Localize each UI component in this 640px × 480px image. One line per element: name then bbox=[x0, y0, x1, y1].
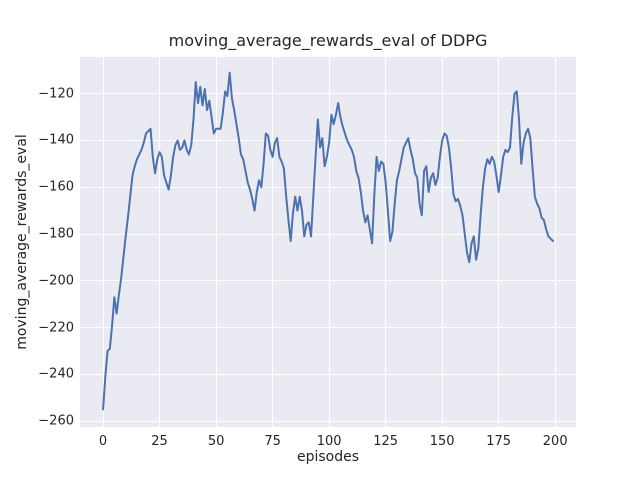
x-tick-label: 0 bbox=[98, 434, 108, 449]
y-tick-label: −200 bbox=[38, 273, 74, 289]
y-axis-label: moving_average_rewards_eval bbox=[14, 134, 30, 350]
v-gridline bbox=[498, 57, 500, 427]
x-tick-label: 50 bbox=[207, 434, 225, 449]
y-tick-label: −260 bbox=[38, 413, 74, 429]
x-tick-label: 175 bbox=[486, 434, 512, 449]
v-gridline bbox=[385, 57, 387, 427]
x-tick-label: 150 bbox=[429, 434, 455, 449]
reward-line-chart bbox=[102, 71, 554, 411]
v-gridline bbox=[159, 57, 161, 427]
v-gridline bbox=[272, 57, 274, 427]
v-gridline bbox=[215, 57, 217, 427]
y-tick-label: −240 bbox=[38, 366, 74, 382]
reward-line bbox=[102, 71, 554, 411]
x-tick-label: 125 bbox=[373, 434, 399, 449]
plot-area bbox=[80, 57, 576, 427]
y-tick-label: −160 bbox=[38, 179, 74, 195]
h-gridline bbox=[80, 327, 576, 329]
x-tick-label: 25 bbox=[151, 434, 168, 449]
y-tick-label: −120 bbox=[38, 86, 74, 102]
v-gridline bbox=[441, 57, 443, 427]
h-gridline bbox=[80, 420, 576, 422]
y-tick-label: −180 bbox=[38, 226, 74, 242]
h-gridline bbox=[80, 139, 576, 141]
y-tick-label: −140 bbox=[38, 132, 74, 148]
h-gridline bbox=[80, 186, 576, 188]
h-gridline bbox=[80, 233, 576, 235]
y-tick-label: −220 bbox=[38, 320, 74, 336]
x-axis-label: episodes bbox=[296, 449, 360, 465]
h-gridline bbox=[80, 280, 576, 282]
v-gridline bbox=[102, 57, 104, 427]
x-tick-label: 75 bbox=[264, 434, 281, 449]
chart-title: moving_average_rewards_eval of DDPG bbox=[168, 31, 488, 50]
x-tick-label: 200 bbox=[542, 434, 568, 449]
h-gridline bbox=[80, 373, 576, 375]
v-gridline bbox=[328, 57, 330, 427]
v-gridline bbox=[554, 57, 556, 427]
x-tick-label: 100 bbox=[316, 434, 342, 449]
h-gridline bbox=[80, 93, 576, 95]
